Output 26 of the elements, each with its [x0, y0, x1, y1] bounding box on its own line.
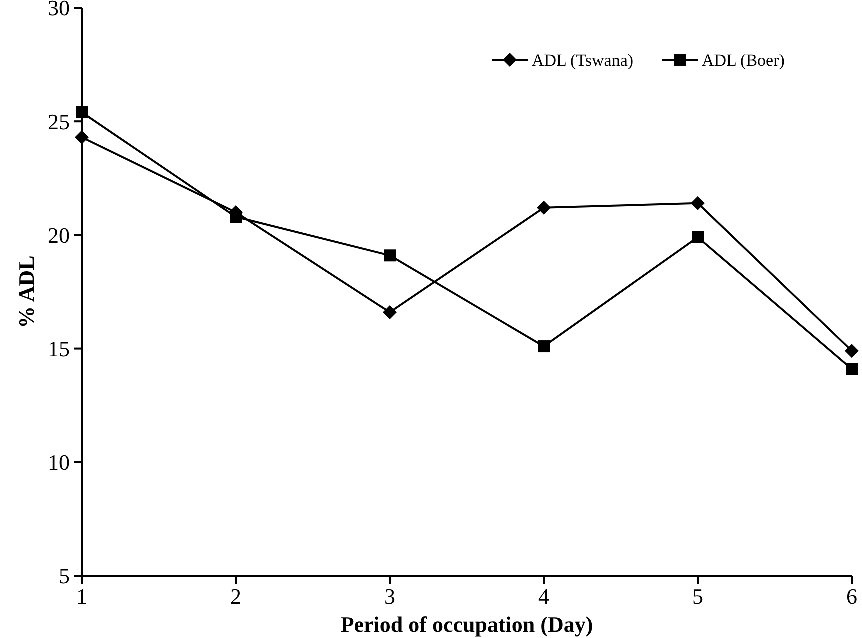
point — [383, 305, 397, 320]
x-tick-label: 1 — [76, 584, 88, 609]
x-tick-label: 2 — [230, 584, 242, 609]
point — [384, 250, 396, 262]
point — [846, 363, 858, 376]
x-tick-label: 4 — [538, 584, 550, 609]
point — [691, 196, 705, 210]
point — [75, 130, 89, 145]
x-tick-label: 6 — [846, 584, 858, 609]
point — [538, 340, 550, 353]
point — [692, 231, 704, 244]
y-tick-label: 20 — [48, 222, 70, 248]
y-axis-title: % ADL — [14, 256, 39, 328]
point — [537, 200, 551, 215]
legend-label: ADL (Boer) — [702, 50, 785, 70]
point — [845, 344, 859, 358]
x-tick-label: 3 — [384, 584, 396, 609]
x-axis-title: Period of occupation (Day) — [340, 612, 594, 637]
x-tick-label: 5 — [692, 584, 704, 609]
y-tick-label: 30 — [48, 0, 70, 21]
point — [76, 106, 88, 119]
legend-label: ADL (Tswana) — [532, 50, 634, 70]
y-tick-label: 15 — [48, 336, 70, 362]
y-tick-label: 10 — [48, 450, 70, 476]
y-tick-label: 25 — [48, 109, 70, 134]
y-tick-label: 5 — [59, 564, 70, 589]
